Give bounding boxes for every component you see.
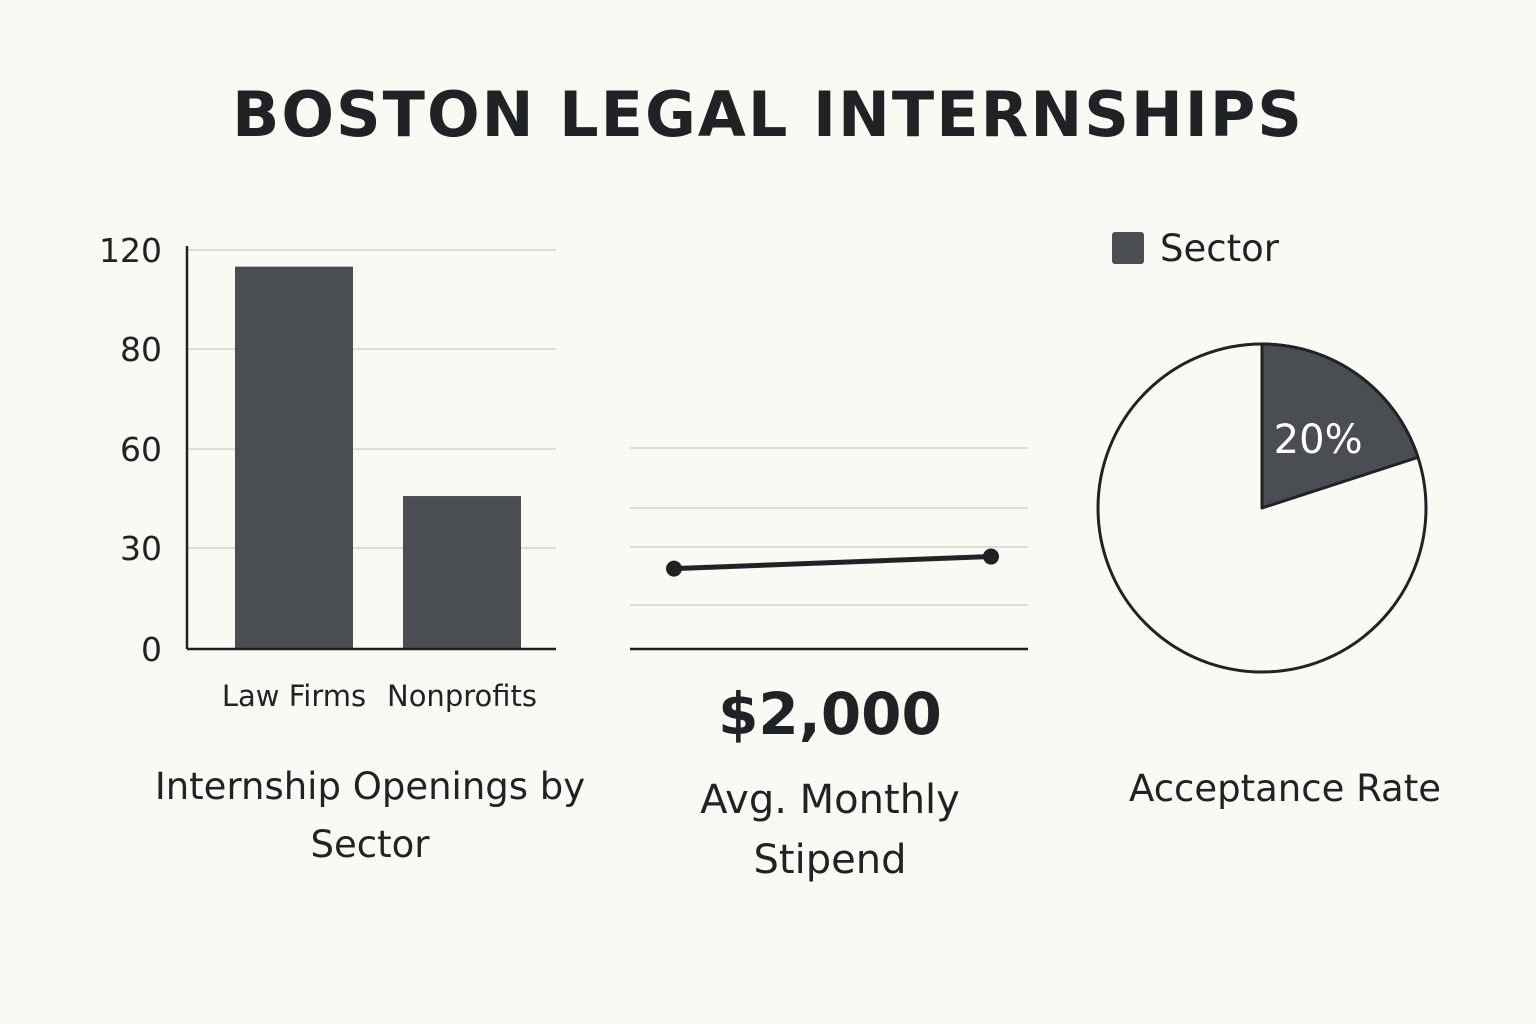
pie-slice xyxy=(1260,342,1420,510)
stipend-value: $2,000 xyxy=(718,680,942,748)
bar-y-tick-label: 80 xyxy=(120,330,162,369)
bar-y-tick-label: 30 xyxy=(120,529,162,568)
bar-x-tick-labels: Law Firms Nonprofits xyxy=(222,679,537,713)
line-series xyxy=(666,548,999,577)
line-gridlines xyxy=(630,447,1028,606)
line-point xyxy=(983,548,999,565)
line-point xyxy=(666,560,682,577)
main-title: BOSTON LEGAL INTERNSHIPS xyxy=(232,78,1304,151)
bar-bars xyxy=(235,266,521,649)
bar xyxy=(235,266,353,649)
line-path xyxy=(673,554,992,572)
legend-label: Sector xyxy=(1160,227,1280,270)
bar-y-tick-label: 60 xyxy=(120,430,162,469)
bar-x-tick-label: Nonprofits xyxy=(387,679,537,713)
pie-chart-title: Acceptance Rate xyxy=(1129,767,1441,810)
bar-x-tick-label: Law Firms xyxy=(222,679,366,713)
bar-y-tick-labels: 0 30 60 80 120 xyxy=(99,231,162,669)
line-chart-title: Avg. Monthly Stipend xyxy=(700,777,960,883)
pie-slice-label: 20% xyxy=(1274,417,1363,463)
bar-y-tick-label: 120 xyxy=(99,231,162,270)
bar xyxy=(403,496,521,649)
line-chart xyxy=(630,447,1028,651)
bar-chart-title: Internship Openings by Sector xyxy=(154,765,586,866)
pie-slices: 20% xyxy=(1096,342,1428,674)
pie-chart: Sector 20% xyxy=(1096,227,1428,674)
bar-y-tick-label: 0 xyxy=(141,630,162,669)
bar-chart: 0 30 60 80 120 Law Firms Nonprofits xyxy=(99,231,556,713)
legend-swatch xyxy=(1112,232,1144,264)
